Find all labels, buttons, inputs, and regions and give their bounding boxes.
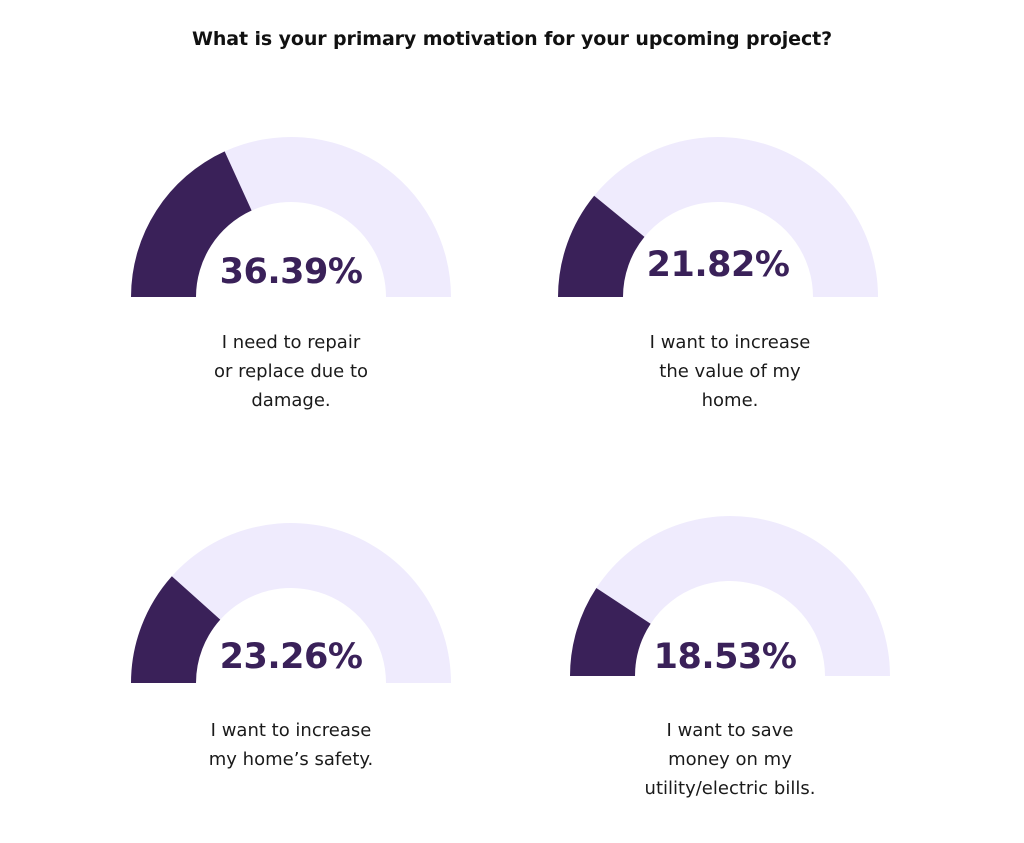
chart-title: What is your primary motivation for your… (191, 28, 833, 50)
gauge-track (594, 137, 878, 297)
gauge-fill (131, 151, 252, 297)
gauge-track (171, 523, 451, 683)
gauge-label: I want to save money on my utility/elect… (644, 720, 816, 799)
gauge-fill (131, 576, 221, 683)
gauge-fill (558, 195, 645, 297)
gauge-value: 18.53% (653, 637, 797, 677)
gauge-label: I need to repair or replace due to damag… (213, 332, 369, 411)
gauge-track (596, 516, 890, 676)
gauge-label: I want to increase my home’s safety. (208, 720, 374, 770)
gauge-track (224, 137, 451, 297)
gauge-value: 21.82% (646, 245, 790, 285)
gauge-fill (570, 588, 651, 676)
gauge-value: 36.39% (219, 252, 363, 292)
gauge-label: I want to increase the value of my home. (649, 332, 811, 411)
gauge-value: 23.26% (219, 637, 363, 677)
